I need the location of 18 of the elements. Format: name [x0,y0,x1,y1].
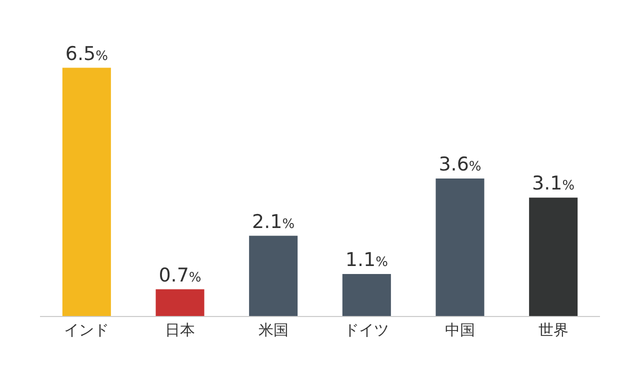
x-tick-label: 米国 [258,321,288,339]
x-tick-label: 日本 [165,321,195,339]
bar [342,274,391,316]
bar [156,289,204,316]
bar [529,198,578,316]
data-label: 6.5% [65,42,108,65]
bar [62,68,111,316]
data-label: 1.1% [345,249,388,271]
data-label: 3.1% [532,172,575,195]
x-tick-label: インド [64,321,110,339]
data-label: 2.1% [252,210,295,233]
bar [436,178,484,316]
x-tick-label: 中国 [445,321,475,339]
data-label: 3.6% [438,154,482,176]
x-tick-label: 世界 [538,321,568,339]
data-label: 0.7% [158,264,202,286]
bar [249,236,298,316]
x-tick-label: ドイツ [344,321,390,339]
